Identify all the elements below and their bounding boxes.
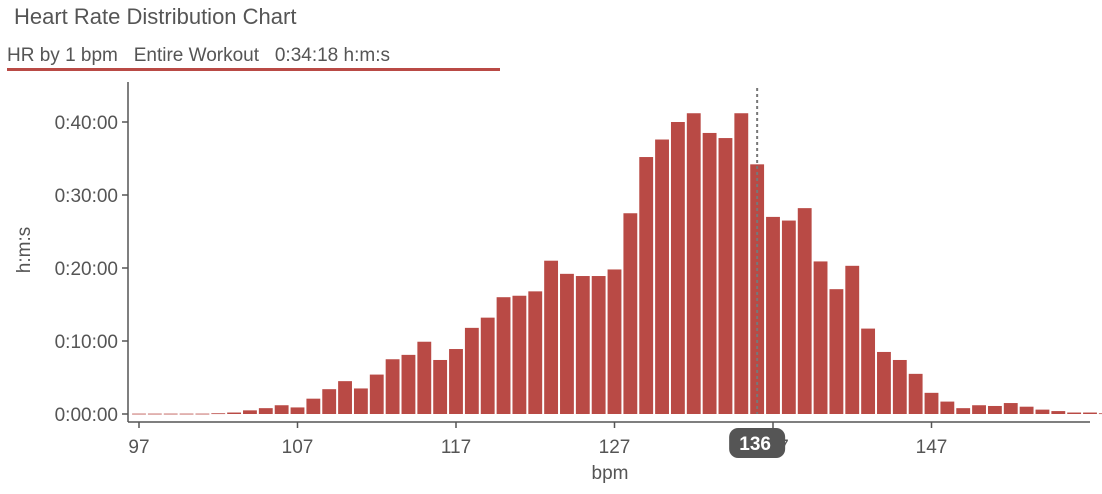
histogram-bar[interactable] bbox=[734, 113, 749, 415]
histogram-bar[interactable] bbox=[179, 413, 194, 415]
histogram-bar[interactable] bbox=[322, 389, 337, 414]
histogram-bar[interactable] bbox=[972, 405, 986, 414]
histogram-bar[interactable] bbox=[227, 412, 242, 414]
histogram-bar[interactable] bbox=[449, 349, 463, 414]
histogram-bar[interactable] bbox=[1098, 413, 1102, 415]
histogram-bar[interactable] bbox=[639, 157, 654, 415]
x-tick-label: 147 bbox=[916, 437, 948, 458]
histogram-bar[interactable] bbox=[258, 408, 273, 414]
histogram-bar[interactable] bbox=[496, 297, 511, 414]
histogram-bar[interactable] bbox=[686, 113, 701, 415]
histogram-bar[interactable] bbox=[306, 398, 321, 414]
histogram-bar[interactable] bbox=[290, 407, 305, 414]
histogram-bar[interactable] bbox=[892, 359, 907, 414]
histogram-bar[interactable] bbox=[781, 220, 796, 414]
histogram-bar[interactable] bbox=[924, 392, 939, 414]
histogram-bar[interactable] bbox=[877, 351, 891, 414]
histogram-bar[interactable] bbox=[243, 410, 257, 414]
histogram-bar[interactable] bbox=[655, 139, 669, 414]
y-tick-label: 0:30:00 bbox=[55, 186, 118, 207]
histogram-bar[interactable] bbox=[353, 388, 368, 414]
histogram-bars bbox=[132, 113, 1102, 415]
x-tick-label: 97 bbox=[128, 437, 149, 458]
axes bbox=[127, 82, 1090, 423]
histogram-bar[interactable] bbox=[766, 216, 780, 414]
cursor-badge bbox=[729, 428, 786, 458]
histogram-bar[interactable] bbox=[591, 276, 606, 414]
histogram-bar[interactable] bbox=[1035, 409, 1050, 414]
histogram-bar[interactable] bbox=[338, 381, 352, 414]
chart-subtitle-link[interactable]: HR by 1 bpm Entire Workout 0:34:18 h:m:s bbox=[7, 45, 390, 66]
cursor-value: 136 bbox=[739, 434, 771, 455]
histogram-bar[interactable] bbox=[702, 132, 717, 414]
x-axis-label: bpm bbox=[592, 463, 629, 484]
histogram-bar[interactable] bbox=[829, 289, 844, 414]
histogram-bar[interactable] bbox=[623, 213, 638, 414]
histogram-bar[interactable] bbox=[1067, 412, 1082, 414]
histogram-bar[interactable] bbox=[813, 261, 828, 414]
histogram-bar[interactable] bbox=[956, 408, 971, 414]
histogram-bar[interactable] bbox=[480, 317, 495, 414]
histogram-bar[interactable] bbox=[987, 405, 1002, 414]
histogram-bar[interactable] bbox=[1019, 406, 1034, 414]
histogram-bar[interactable] bbox=[544, 260, 559, 414]
histogram-bar[interactable] bbox=[797, 208, 812, 414]
x-tick-label: 107 bbox=[282, 437, 314, 458]
histogram-bar[interactable] bbox=[163, 413, 178, 415]
histogram-bar[interactable] bbox=[211, 413, 226, 415]
y-axis-ticks: 0:00:00 0:10:00 0:20:00 0:30:00 0:40:00 bbox=[55, 113, 128, 426]
chart-title: Heart Rate Distribution Chart bbox=[14, 4, 297, 29]
histogram-bar[interactable] bbox=[433, 359, 448, 414]
histogram-bar[interactable] bbox=[940, 401, 955, 414]
histogram-bar[interactable] bbox=[575, 276, 590, 414]
x-axis-ticks: 97107117127147137 bbox=[128, 422, 947, 458]
y-tick-label: 0:10:00 bbox=[55, 332, 118, 353]
x-tick-label: 117 bbox=[441, 437, 471, 458]
histogram-bar[interactable] bbox=[560, 273, 574, 414]
histogram-bar[interactable] bbox=[1003, 403, 1018, 414]
histogram-bar[interactable] bbox=[464, 327, 479, 414]
y-tick-label: 0:40:00 bbox=[55, 113, 118, 134]
histogram-bar[interactable] bbox=[908, 373, 923, 414]
histogram-bar[interactable] bbox=[528, 291, 543, 414]
histogram-bar[interactable] bbox=[512, 295, 527, 414]
histogram-bar[interactable] bbox=[132, 413, 146, 415]
histogram-bar[interactable] bbox=[861, 328, 876, 414]
histogram-bar[interactable] bbox=[845, 265, 860, 414]
histogram-bar[interactable] bbox=[750, 164, 765, 414]
histogram-bar[interactable] bbox=[385, 359, 400, 414]
histogram-bar[interactable] bbox=[718, 138, 733, 414]
y-tick-label: 0:00:00 bbox=[55, 405, 118, 426]
histogram-bar[interactable] bbox=[401, 354, 416, 414]
histogram-bar[interactable] bbox=[1051, 411, 1066, 414]
histogram-bar[interactable] bbox=[417, 341, 432, 414]
histogram-bar[interactable] bbox=[369, 374, 384, 414]
histogram-bar[interactable] bbox=[1083, 412, 1097, 414]
histogram-bar[interactable] bbox=[670, 122, 685, 414]
histogram-bar[interactable] bbox=[607, 269, 622, 414]
y-axis-label: h:m:s bbox=[14, 227, 35, 273]
x-tick-label: 127 bbox=[599, 437, 631, 458]
histogram-bar[interactable] bbox=[195, 413, 210, 415]
histogram-bar[interactable] bbox=[147, 413, 162, 415]
histogram-bar[interactable] bbox=[274, 405, 289, 414]
hover-cursor: 136 bbox=[729, 88, 786, 458]
subtitle-underline bbox=[7, 68, 500, 71]
y-tick-label: 0:20:00 bbox=[55, 259, 118, 280]
